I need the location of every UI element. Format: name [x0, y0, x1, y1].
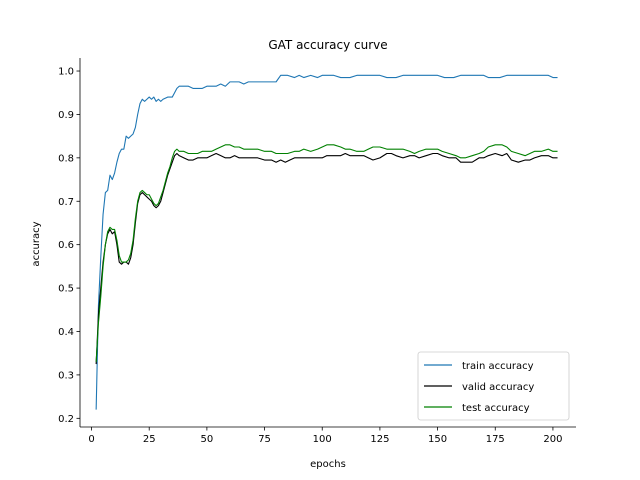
legend-box	[417, 351, 570, 421]
plot-area	[95, 74, 558, 410]
y-axis-label: accuracy	[31, 221, 42, 266]
x-axis-label: epochs	[310, 459, 346, 470]
y-axis: 0.2 0.3 0.4 0.5 0.6 0.7 0.8 0.9 1.0	[58, 58, 81, 427]
y-tick-label: 0.6	[58, 240, 74, 251]
y-tick-label: 0.8	[58, 153, 74, 164]
x-tick-label: 125	[370, 434, 389, 445]
x-tick-label: 150	[428, 434, 447, 445]
chart-title: GAT accuracy curve	[268, 38, 387, 52]
legend-label-1: train accuracy	[462, 361, 534, 372]
x-tick-label: 25	[143, 434, 156, 445]
legend-label-3: test accuracy	[462, 403, 530, 414]
y-tick-label: 0.7	[58, 197, 74, 208]
y-tick-label: 0.3	[58, 370, 74, 381]
y-tick-label: 1.0	[58, 67, 74, 78]
x-tick-label: 0	[88, 434, 94, 445]
x-axis: 0 25 50 75 100 125 150 175 200	[80, 426, 576, 445]
y-tick-label: 0.5	[58, 284, 74, 295]
legend: train accuracy valid accuracy test accurac…	[417, 351, 570, 421]
y-tick-label: 0.2	[58, 414, 74, 425]
legend-label-2: valid accuracy	[462, 382, 534, 393]
x-tick-label: 100	[313, 434, 332, 445]
series-line-3	[95, 144, 558, 362]
y-tick-label: 0.4	[58, 327, 74, 338]
series-line-1	[95, 74, 558, 410]
x-tick-label: 175	[486, 434, 505, 445]
y-tick-label: 0.9	[58, 110, 74, 121]
x-tick-label: 200	[543, 434, 562, 445]
x-tick-label: 75	[258, 434, 271, 445]
x-tick-label: 50	[201, 434, 214, 445]
